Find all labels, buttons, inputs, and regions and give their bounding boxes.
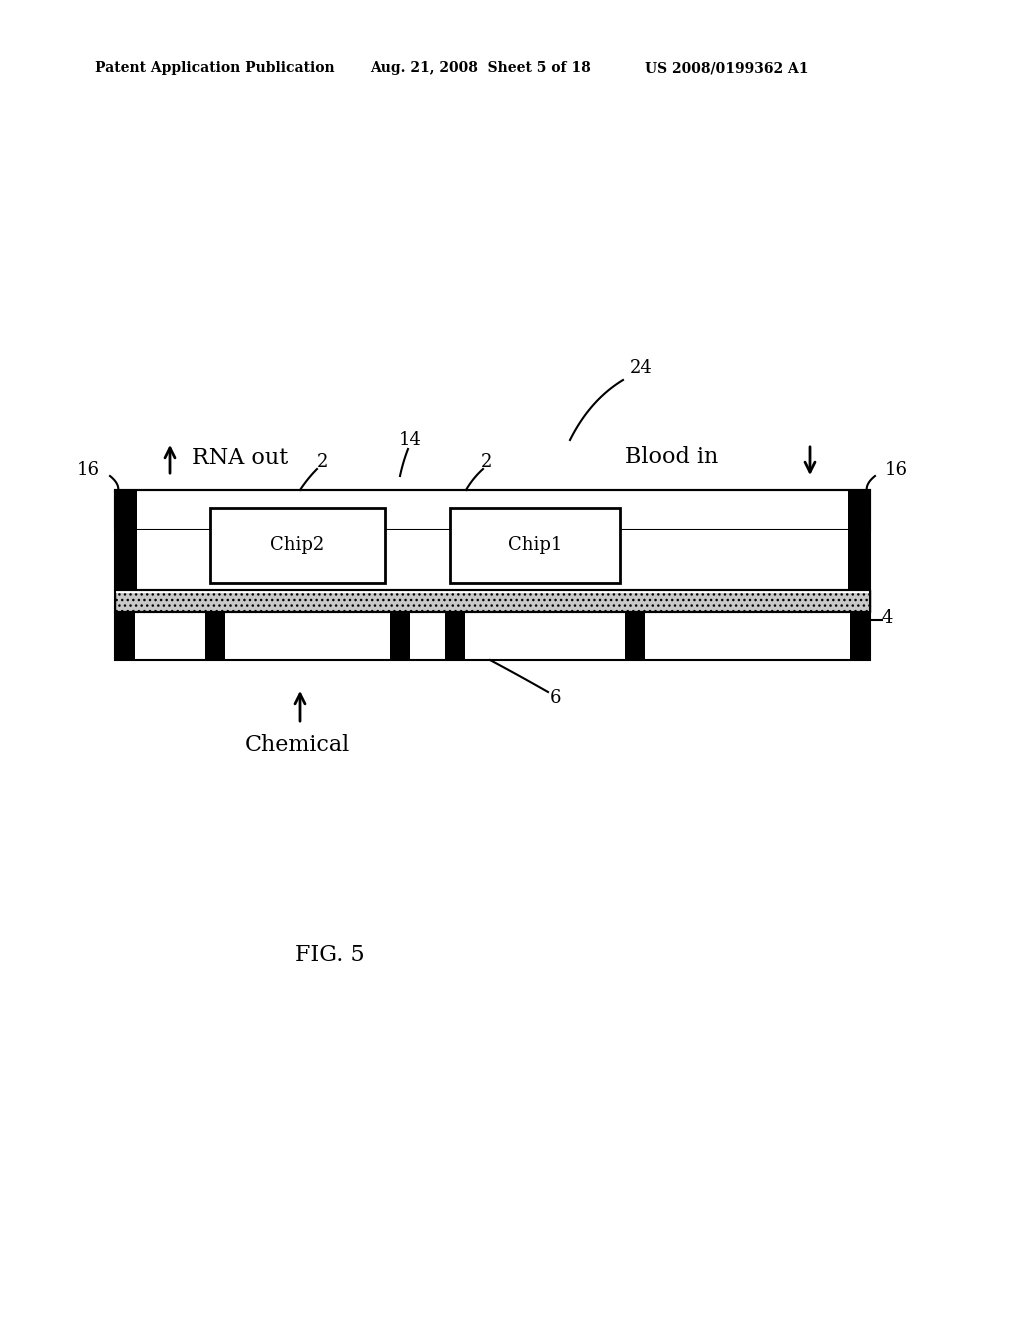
- Text: 2: 2: [481, 453, 493, 471]
- Text: 16: 16: [885, 461, 908, 479]
- Text: 14: 14: [398, 432, 422, 449]
- Text: US 2008/0199362 A1: US 2008/0199362 A1: [645, 61, 809, 75]
- Bar: [225, 612, 390, 659]
- Bar: [115, 490, 137, 590]
- Text: 6: 6: [550, 689, 561, 708]
- Bar: [135, 612, 205, 659]
- Bar: [115, 590, 870, 612]
- Bar: [115, 612, 870, 660]
- Bar: [115, 490, 870, 531]
- Text: 16: 16: [77, 461, 100, 479]
- Text: Blood in: Blood in: [625, 446, 718, 469]
- Bar: [137, 531, 848, 590]
- Text: FIG. 5: FIG. 5: [295, 944, 365, 966]
- Text: 4: 4: [882, 609, 893, 627]
- Text: 2: 2: [316, 453, 328, 471]
- Text: Chemical: Chemical: [245, 734, 350, 756]
- Text: Aug. 21, 2008  Sheet 5 of 18: Aug. 21, 2008 Sheet 5 of 18: [370, 61, 591, 75]
- Text: Patent Application Publication: Patent Application Publication: [95, 61, 335, 75]
- Bar: [115, 590, 870, 612]
- Bar: [410, 612, 445, 659]
- Bar: [210, 508, 385, 583]
- Text: Chip2: Chip2: [270, 536, 325, 554]
- Bar: [848, 490, 870, 590]
- Text: RNA out: RNA out: [193, 447, 288, 469]
- Bar: [115, 490, 870, 590]
- Bar: [115, 590, 870, 593]
- Bar: [645, 612, 850, 659]
- Text: 24: 24: [630, 359, 652, 378]
- Text: Chip1: Chip1: [508, 536, 562, 554]
- Bar: [465, 612, 625, 659]
- Bar: [450, 508, 620, 583]
- Bar: [115, 612, 870, 660]
